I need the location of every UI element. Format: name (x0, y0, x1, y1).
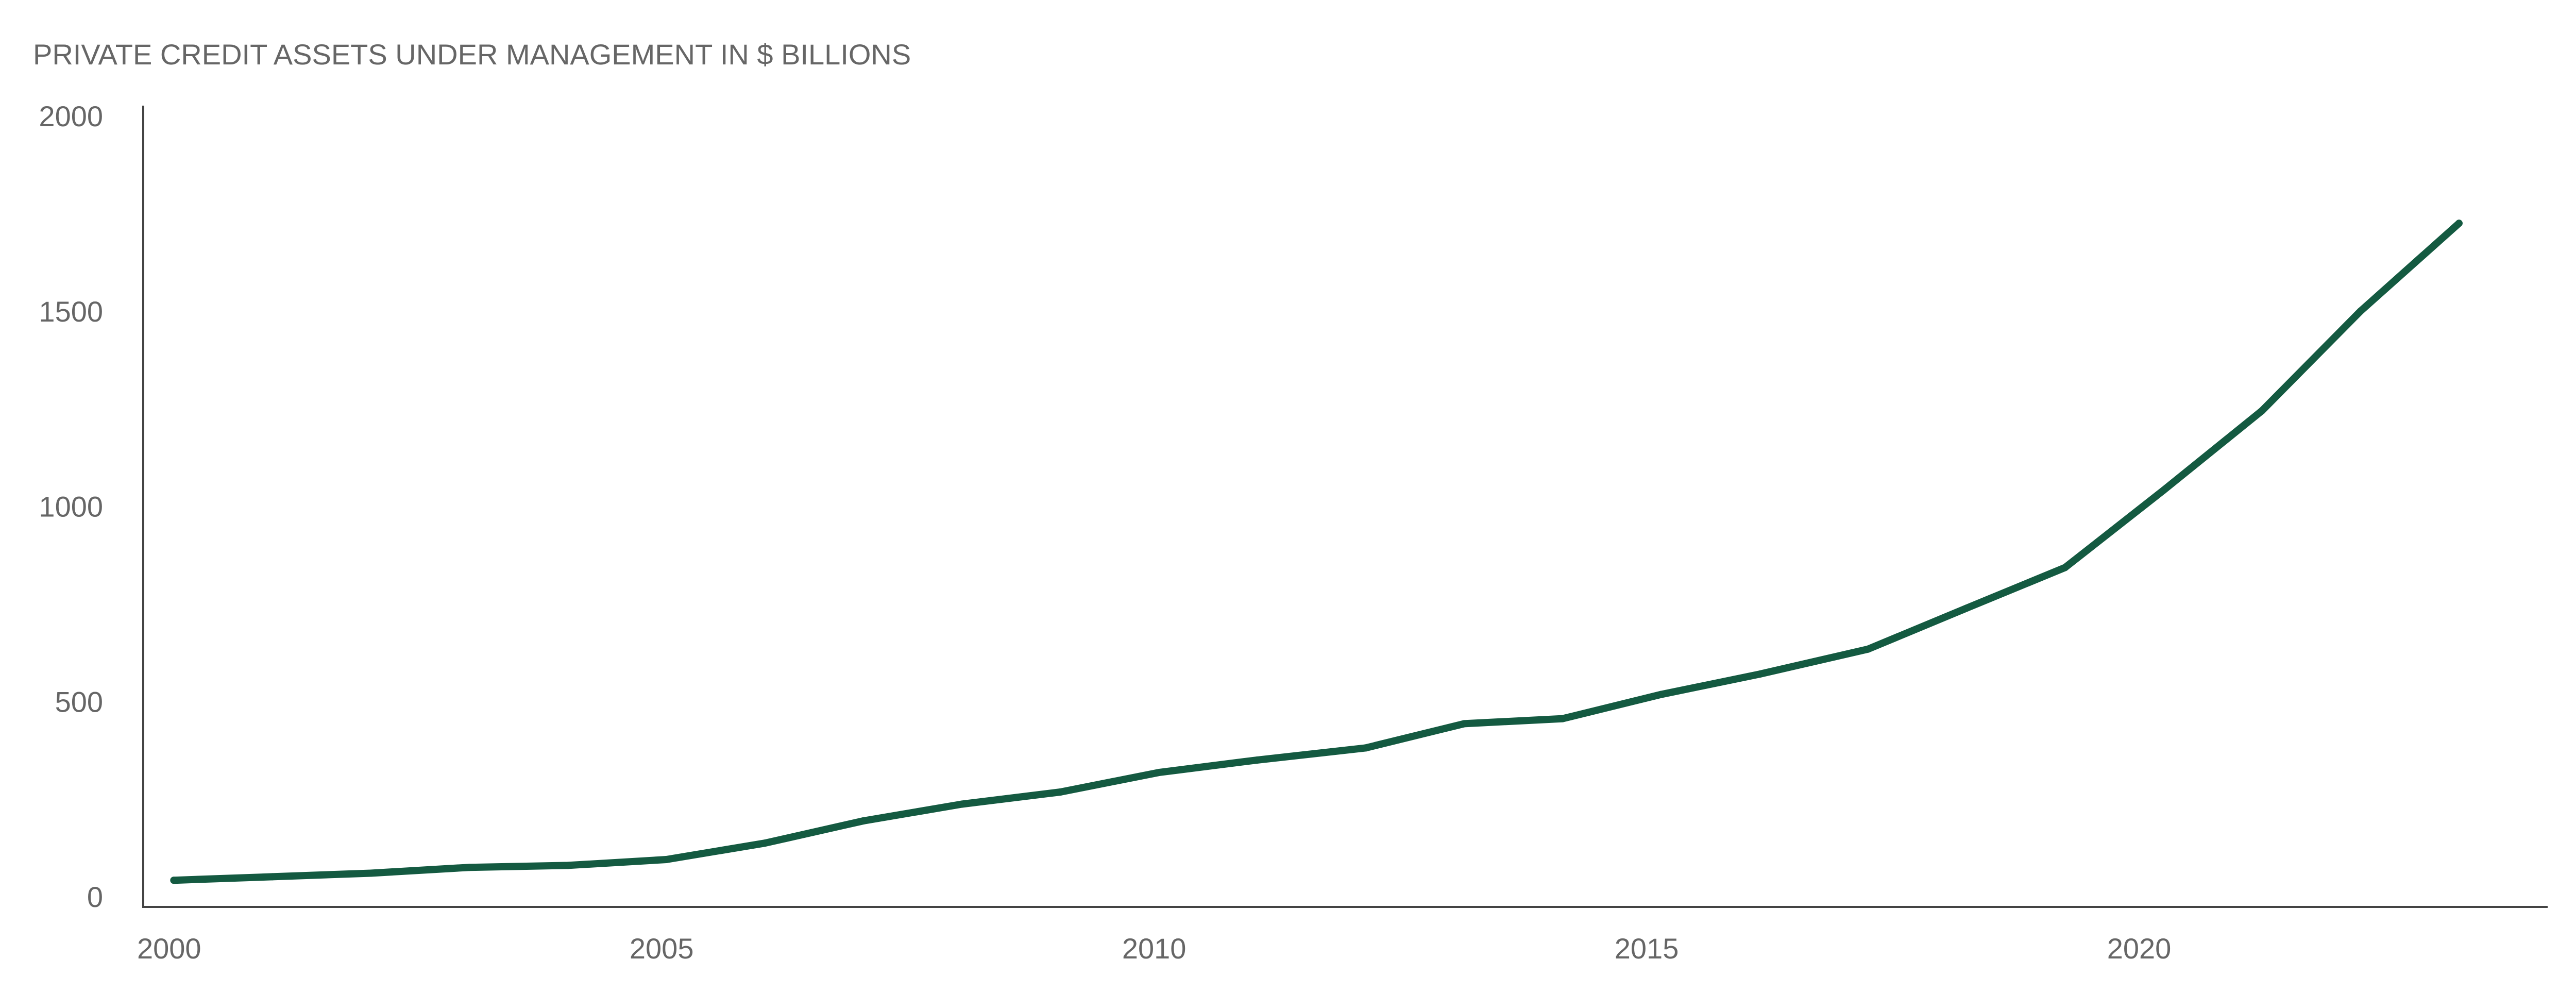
y-tick-label-2000: 2000 (39, 100, 103, 132)
data-point-2007 (859, 817, 867, 824)
y-tick-labels: 0 500 1000 1500 2000 (39, 100, 103, 913)
series-group (170, 220, 2463, 884)
data-point-2009 (1057, 788, 1064, 796)
data-point-2017 (1864, 645, 1872, 653)
data-point-2005 (663, 856, 670, 863)
y-tick-label-0: 0 (87, 881, 103, 913)
data-point-2001 (268, 873, 276, 881)
data-point-2000 (170, 877, 178, 884)
y-tick-label-1000: 1000 (39, 491, 103, 523)
data-point-2014 (1559, 715, 1567, 722)
y-tick-label-500: 500 (55, 685, 103, 718)
y-tick-label-1500: 1500 (39, 295, 103, 328)
data-point-2022 (2357, 307, 2364, 315)
chart-title: PRIVATE CREDIT ASSETS UNDER MANAGEMENT I… (33, 38, 911, 71)
data-point-2018 (1963, 604, 1970, 612)
data-point-2012 (1362, 744, 1369, 752)
data-point-2004 (564, 862, 572, 869)
data-point-2002 (367, 869, 375, 877)
data-point-2010 (1155, 769, 1163, 777)
x-tick-labels: 2000 2005 2010 2015 2020 (137, 932, 2171, 965)
data-point-2016 (1756, 670, 1764, 678)
data-point-2021 (2258, 407, 2266, 414)
data-point-2015 (1657, 691, 1665, 698)
data-point-2013 (1460, 720, 1468, 728)
data-point-2003 (465, 864, 473, 871)
data-point-2019 (2061, 564, 2069, 571)
data-point-2006 (761, 839, 769, 847)
x-tick-label-2005: 2005 (630, 932, 694, 965)
data-point-2008 (958, 800, 965, 808)
data-point-2011 (1253, 756, 1261, 764)
data-point-2020 (2160, 486, 2167, 494)
data-point-2023 (2455, 220, 2463, 227)
x-tick-label-2015: 2015 (1615, 932, 1679, 965)
x-tick-label-2000: 2000 (137, 932, 201, 965)
x-tick-label-2020: 2020 (2107, 932, 2172, 965)
series-line-0 (170, 220, 2463, 884)
x-tick-label-2010: 2010 (1122, 932, 1187, 965)
